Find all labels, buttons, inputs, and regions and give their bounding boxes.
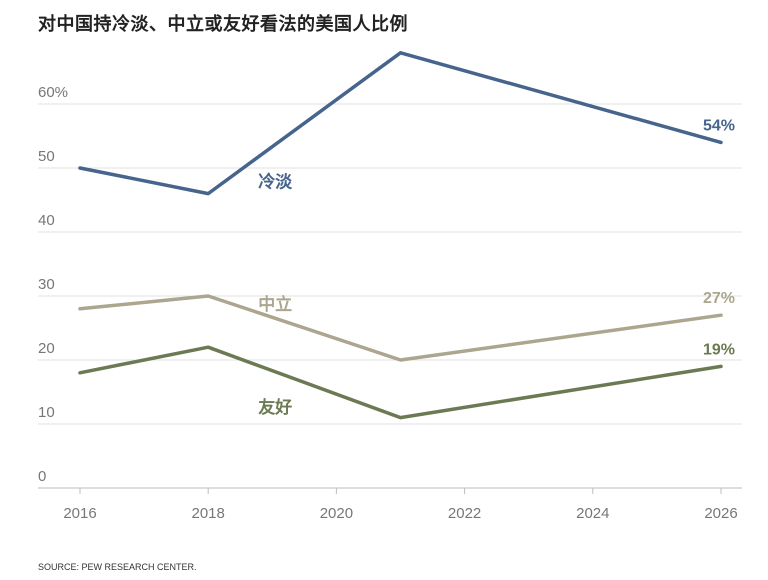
series-lines — [78, 51, 723, 420]
y-tick-label: 50 — [38, 148, 55, 165]
series-line-2 — [78, 294, 723, 362]
y-axis-ticks: 0 10 20 30 40 50 60% — [38, 84, 68, 485]
x-tick-label: 2018 — [192, 505, 225, 522]
series-line-3 — [78, 345, 723, 420]
series-labels: 冷淡 54% 中立 27% 友好 19% — [258, 117, 735, 418]
source-note: SOURCE: PEW RESEARCH CENTER. — [38, 562, 197, 572]
x-tick-label: 2020 — [320, 505, 353, 522]
y-tick-label: 30 — [38, 276, 55, 293]
y-tick-label: 10 — [38, 404, 55, 421]
x-tick-label: 2016 — [63, 505, 96, 522]
x-tick-label: 2026 — [704, 505, 737, 522]
chart-title: 对中国持冷淡、中立或友好看法的美国人比例 — [38, 14, 408, 35]
x-tick-label: 2022 — [448, 505, 481, 522]
y-tick-label: 60% — [38, 84, 68, 101]
gridlines — [38, 103, 742, 425]
series-name-label: 冷淡 — [258, 172, 293, 193]
series-name-label: 友好 — [258, 397, 292, 418]
x-axis: 2016 2018 2020 2022 2024 2026 — [38, 487, 742, 522]
series-end-value: 27% — [703, 290, 735, 307]
series-line-1 — [78, 51, 723, 196]
y-tick-label: 40 — [38, 212, 55, 229]
x-tick-label: 2024 — [576, 505, 609, 522]
series-name-label: 中立 — [258, 294, 292, 315]
series-end-value: 54% — [703, 117, 735, 134]
series-end-value: 19% — [703, 341, 735, 358]
y-tick-label: 0 — [38, 468, 46, 485]
y-tick-label: 20 — [38, 340, 55, 357]
